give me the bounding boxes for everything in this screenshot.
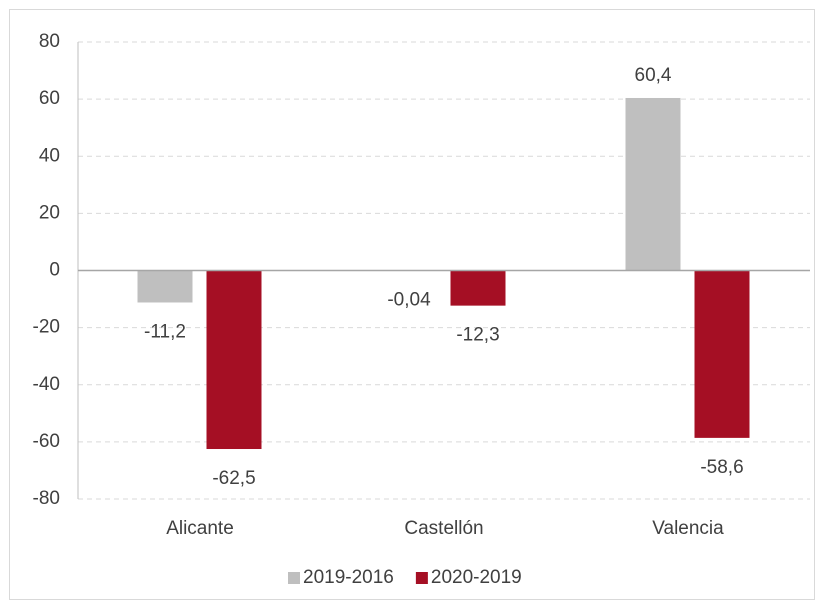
x-tick-label: Valencia [652,518,724,539]
y-tick-label: -40 [33,374,60,395]
bar [625,97,681,271]
legend-label: 2020-2019 [431,567,522,588]
x-tick-label: Alicante [166,518,234,539]
data-label: 60,4 [635,65,672,86]
legend-swatch [288,572,300,584]
y-tick-label: 60 [39,88,60,109]
y-tick-label: -20 [33,317,60,338]
data-label: -58,6 [700,457,743,478]
data-label: -0,04 [387,290,431,311]
y-tick-label: 80 [39,31,60,52]
bar [206,270,262,450]
bar [450,270,506,306]
legend-label: 2019-2016 [303,567,394,588]
data-label: -12,3 [456,325,499,346]
x-tick-label: Castellón [404,518,483,539]
bar [694,270,750,438]
bar [137,270,193,303]
data-label: -62,5 [212,468,255,489]
y-tick-label: 40 [39,145,60,166]
legend-swatch [415,572,428,584]
data-label: -11,2 [144,322,186,343]
y-tick-label: -60 [33,431,60,452]
y-tick-label: 20 [39,202,60,223]
y-tick-label: -80 [33,488,60,509]
y-tick-label: 0 [49,260,60,281]
